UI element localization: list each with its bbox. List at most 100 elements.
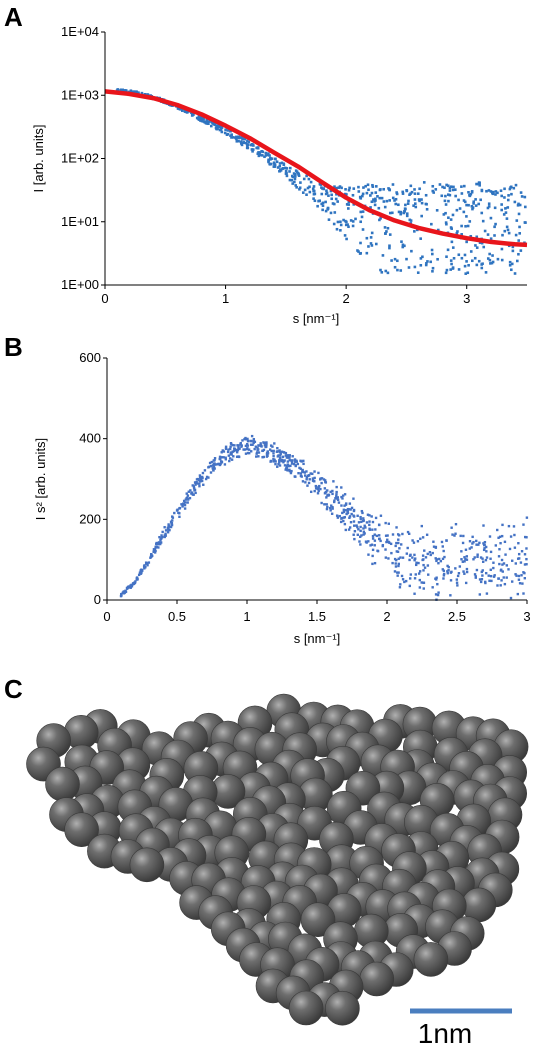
chart-b-point [272,449,275,453]
chart-a-point [326,208,329,211]
chart-a-point [359,241,362,245]
chart-a-point [444,221,448,224]
chart-b-point [344,509,347,512]
chart-b-point [499,584,502,587]
chart-b-y-tick-label: 400 [79,431,101,446]
chart-b-point [227,454,231,457]
chart-b-point [175,509,179,512]
chart-a-point [215,124,218,127]
chart-a-point [395,192,399,196]
chart-a-point [408,218,412,222]
chart-b-point [350,506,354,510]
chart-a-point [515,259,519,263]
chart-b-point [370,515,373,518]
chart-a-point [288,166,292,170]
chart-a-point [469,192,473,196]
chart-b-point [246,447,249,450]
chart-b-point [278,458,281,462]
chart-a-point [431,266,435,270]
chart-a-point [490,261,494,265]
chart-a: 1E+00 1E+01 1E+02 1E+03 1E+04 0 1 2 3 [61,24,528,306]
chart-a-point [494,190,498,193]
chart-a-point [309,180,313,184]
chart-b-point [226,450,230,454]
chart-b-point [311,472,314,476]
chart-b-point [391,561,394,565]
chart-a-point [508,260,512,264]
chart-a-point [340,186,343,190]
chart-b-point [203,469,207,472]
chart-b-point [323,503,326,506]
chart-b-point [246,437,249,441]
chart-b-point [330,512,334,515]
chart-b-point [397,557,400,560]
chart-a-point [487,205,491,208]
chart-b-point [475,543,478,546]
chart-b-point [371,554,374,558]
chart-a-point [359,251,362,255]
chart-a-point [330,193,333,197]
chart-b-point [484,581,487,585]
chart-a-point [247,143,250,147]
chart-b-point [236,448,239,452]
chart-b-point [170,515,174,518]
chart-b-point [264,445,267,449]
chart-a-point [510,192,513,196]
chart-b-point [449,594,452,597]
chart-b-point [231,450,234,453]
chart-b-point [282,459,286,463]
chart-a-point [343,234,347,237]
chart-b-point [349,508,352,511]
chart-b-point [263,444,267,447]
chart-a-point [369,194,372,197]
chart-b-point [515,574,518,577]
chart-a-point [405,212,409,215]
chart-b-point [458,565,462,568]
chart-b-point [442,577,445,580]
chart-b-point [505,576,508,579]
chart-a-point [513,272,517,275]
chart-b-point [378,537,381,540]
chart-a-point [386,226,390,230]
chart-b-point [163,535,166,539]
chart-b-point [509,535,513,538]
chart-b-point [396,550,400,553]
chart-a-point [267,160,270,164]
chart-a-point [431,184,435,188]
chart-b-point [301,468,304,472]
chart-a-point [140,91,144,95]
chart-a-point [325,191,329,195]
chart-b-point [173,511,176,515]
chart-b-point [478,578,482,581]
chart-b-point [149,554,153,557]
chart-a-point [307,177,311,181]
chart-b-point [394,562,397,565]
chart-b-point [122,592,126,595]
chart-a-point [501,233,504,237]
chart-a-point [445,222,448,226]
chart-a-point [447,199,450,203]
chart-a-point [450,240,454,244]
chart-a-point [251,148,255,151]
chart-b-point [299,474,303,478]
chart-a-point [401,190,405,194]
chart-a-point [291,182,295,185]
chart-b-point [221,449,224,452]
chart-b-point [348,502,352,505]
chart-b-point [406,530,410,534]
bead [288,990,324,1026]
chart-a-point [378,196,382,200]
chart-a-point [409,184,413,188]
chart-a-point [482,245,486,249]
chart-b-point [233,444,236,447]
chart-b-point [462,570,465,573]
chart-b-point [470,546,473,549]
chart-b-point [376,549,379,552]
chart-b-point [220,451,223,454]
chart-a-point [388,211,392,215]
chart-a-point [376,195,379,198]
chart-b-point [180,503,183,506]
chart-a-point [255,146,258,150]
chart-a-point [413,192,417,195]
chart-b-x-tick-label: 0.5 [168,609,186,624]
